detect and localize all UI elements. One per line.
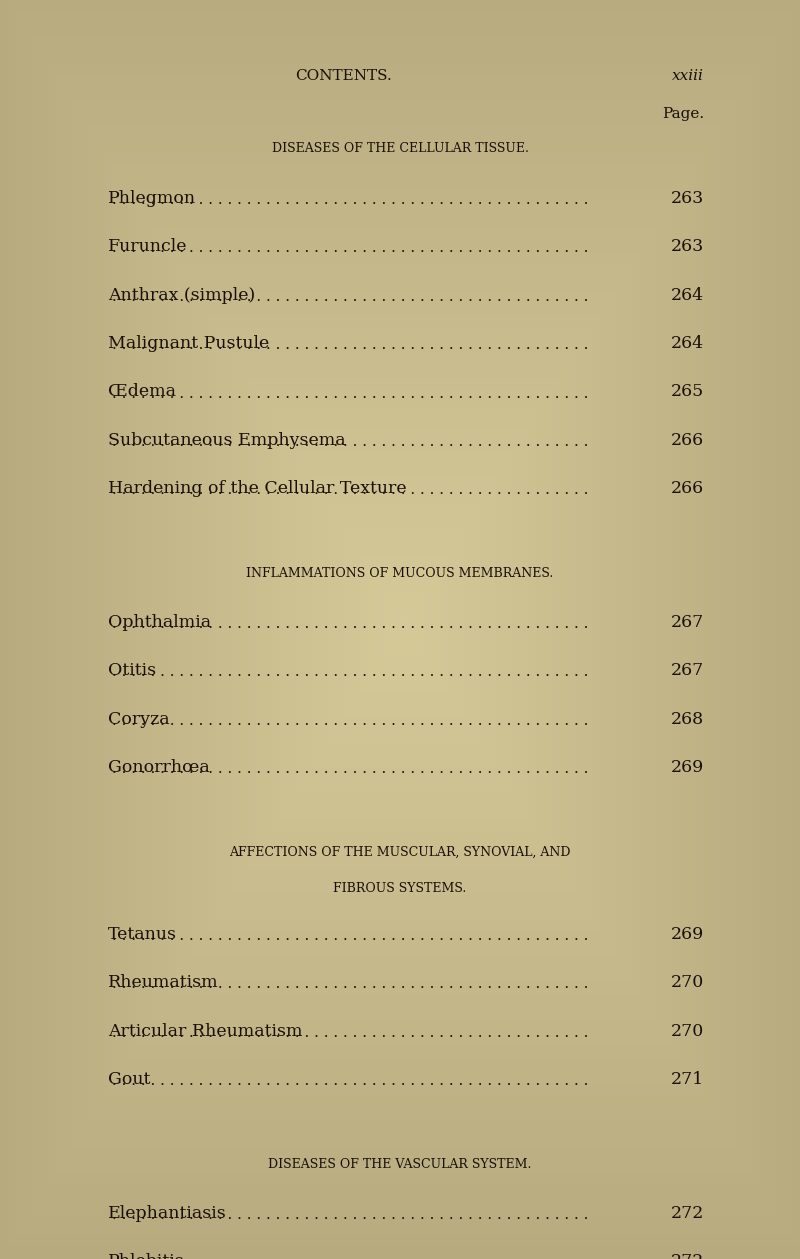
Text: 269: 269 — [670, 925, 704, 943]
Text: xxiii: xxiii — [672, 69, 704, 83]
Text: . . . . . . . . . . . . . . . . . . . . . . . . . . . . . . . . . . . . . . . . : . . . . . . . . . . . . . . . . . . . . … — [112, 1207, 594, 1222]
Text: Phlebitis: Phlebitis — [108, 1253, 185, 1259]
Text: . . . . . . . . . . . . . . . . . . . . . . . . . . . . . . . . . . . . . . . . : . . . . . . . . . . . . . . . . . . . . … — [112, 977, 594, 991]
Text: FIBROUS SYSTEMS.: FIBROUS SYSTEMS. — [334, 883, 466, 895]
Text: 272: 272 — [670, 1253, 704, 1259]
Text: DISEASES OF THE CELLULAR TISSUE.: DISEASES OF THE CELLULAR TISSUE. — [271, 142, 529, 155]
Text: Coryza: Coryza — [108, 711, 170, 728]
Text: Subcutaneous Emphysema: Subcutaneous Emphysema — [108, 432, 346, 449]
Text: Œdema: Œdema — [108, 384, 176, 400]
Text: Articular Rheumatism: Articular Rheumatism — [108, 1022, 302, 1040]
Text: 263: 263 — [670, 238, 704, 256]
Text: DISEASES OF THE VASCULAR SYSTEM.: DISEASES OF THE VASCULAR SYSTEM. — [268, 1157, 532, 1171]
Text: Gonorrhœa: Gonorrhœa — [108, 759, 210, 777]
Text: . . . . . . . . . . . . . . . . . . . . . . . . . . . . . . . . . . . . . . . . : . . . . . . . . . . . . . . . . . . . . … — [112, 387, 594, 400]
Text: . . . . . . . . . . . . . . . . . . . . . . . . . . . . . . . . . . . . . . . . : . . . . . . . . . . . . . . . . . . . . … — [112, 1026, 594, 1040]
Text: . . . . . . . . . . . . . . . . . . . . . . . . . . . . . . . . . . . . . . . . : . . . . . . . . . . . . . . . . . . . . … — [112, 436, 594, 449]
Text: Rheumatism: Rheumatism — [108, 974, 218, 991]
Text: 265: 265 — [670, 384, 704, 400]
Text: . . . . . . . . . . . . . . . . . . . . . . . . . . . . . . . . . . . . . . . . : . . . . . . . . . . . . . . . . . . . . … — [112, 242, 594, 256]
Text: . . . . . . . . . . . . . . . . . . . . . . . . . . . . . . . . . . . . . . . . : . . . . . . . . . . . . . . . . . . . . … — [112, 929, 594, 943]
Text: 270: 270 — [670, 974, 704, 991]
Text: 264: 264 — [671, 335, 704, 353]
Text: . . . . . . . . . . . . . . . . . . . . . . . . . . . . . . . . . . . . . . . . : . . . . . . . . . . . . . . . . . . . . … — [112, 617, 594, 631]
Text: Tetanus: Tetanus — [108, 925, 177, 943]
Text: 264: 264 — [671, 287, 704, 303]
Text: 270: 270 — [670, 1022, 704, 1040]
Text: 266: 266 — [671, 481, 704, 497]
Text: . . . . . . . . . . . . . . . . . . . . . . . . . . . . . . . . . . . . . . . . : . . . . . . . . . . . . . . . . . . . . … — [112, 290, 594, 303]
Text: . . . . . . . . . . . . . . . . . . . . . . . . . . . . . . . . . . . . . . . . : . . . . . . . . . . . . . . . . . . . . … — [112, 763, 594, 777]
Text: Otitis: Otitis — [108, 662, 156, 680]
Text: INFLAMMATIONS OF MUCOUS MEMBRANES.: INFLAMMATIONS OF MUCOUS MEMBRANES. — [246, 567, 554, 579]
Text: Page.: Page. — [662, 107, 704, 121]
Text: Anthrax (simple): Anthrax (simple) — [108, 287, 255, 303]
Text: 272: 272 — [670, 1205, 704, 1221]
Text: . . . . . . . . . . . . . . . . . . . . . . . . . . . . . . . . . . . . . . . . : . . . . . . . . . . . . . . . . . . . . … — [112, 193, 594, 206]
Text: . . . . . . . . . . . . . . . . . . . . . . . . . . . . . . . . . . . . . . . . : . . . . . . . . . . . . . . . . . . . . … — [112, 339, 594, 353]
Text: Ophthalmia: Ophthalmia — [108, 614, 211, 631]
Text: . . . . . . . . . . . . . . . . . . . . . . . . . . . . . . . . . . . . . . . . : . . . . . . . . . . . . . . . . . . . . … — [112, 483, 594, 497]
Text: Gout: Gout — [108, 1071, 150, 1088]
Text: Furuncle: Furuncle — [108, 238, 187, 256]
Text: 269: 269 — [670, 759, 704, 777]
Text: . . . . . . . . . . . . . . . . . . . . . . . . . . . . . . . . . . . . . . . . : . . . . . . . . . . . . . . . . . . . . … — [112, 666, 594, 680]
Text: 263: 263 — [670, 190, 704, 206]
Text: 267: 267 — [670, 662, 704, 680]
Text: 268: 268 — [671, 711, 704, 728]
Text: 271: 271 — [670, 1071, 704, 1088]
Text: Phlegmon: Phlegmon — [108, 190, 196, 206]
Text: Hardening of the Cellular Texture: Hardening of the Cellular Texture — [108, 481, 406, 497]
Text: . . . . . . . . . . . . . . . . . . . . . . . . . . . . . . . . . . . . . . . . : . . . . . . . . . . . . . . . . . . . . … — [112, 1074, 594, 1088]
Text: Elephantiasis: Elephantiasis — [108, 1205, 226, 1221]
Text: 266: 266 — [671, 432, 704, 449]
Text: 267: 267 — [670, 614, 704, 631]
Text: . . . . . . . . . . . . . . . . . . . . . . . . . . . . . . . . . . . . . . . . : . . . . . . . . . . . . . . . . . . . . … — [112, 1256, 594, 1259]
Text: AFFECTIONS OF THE MUSCULAR, SYNOVIAL, AND: AFFECTIONS OF THE MUSCULAR, SYNOVIAL, AN… — [230, 846, 570, 859]
Text: Malignant Pustule: Malignant Pustule — [108, 335, 270, 353]
Text: CONTENTS.: CONTENTS. — [296, 69, 392, 83]
Text: . . . . . . . . . . . . . . . . . . . . . . . . . . . . . . . . . . . . . . . . : . . . . . . . . . . . . . . . . . . . . … — [112, 714, 594, 728]
